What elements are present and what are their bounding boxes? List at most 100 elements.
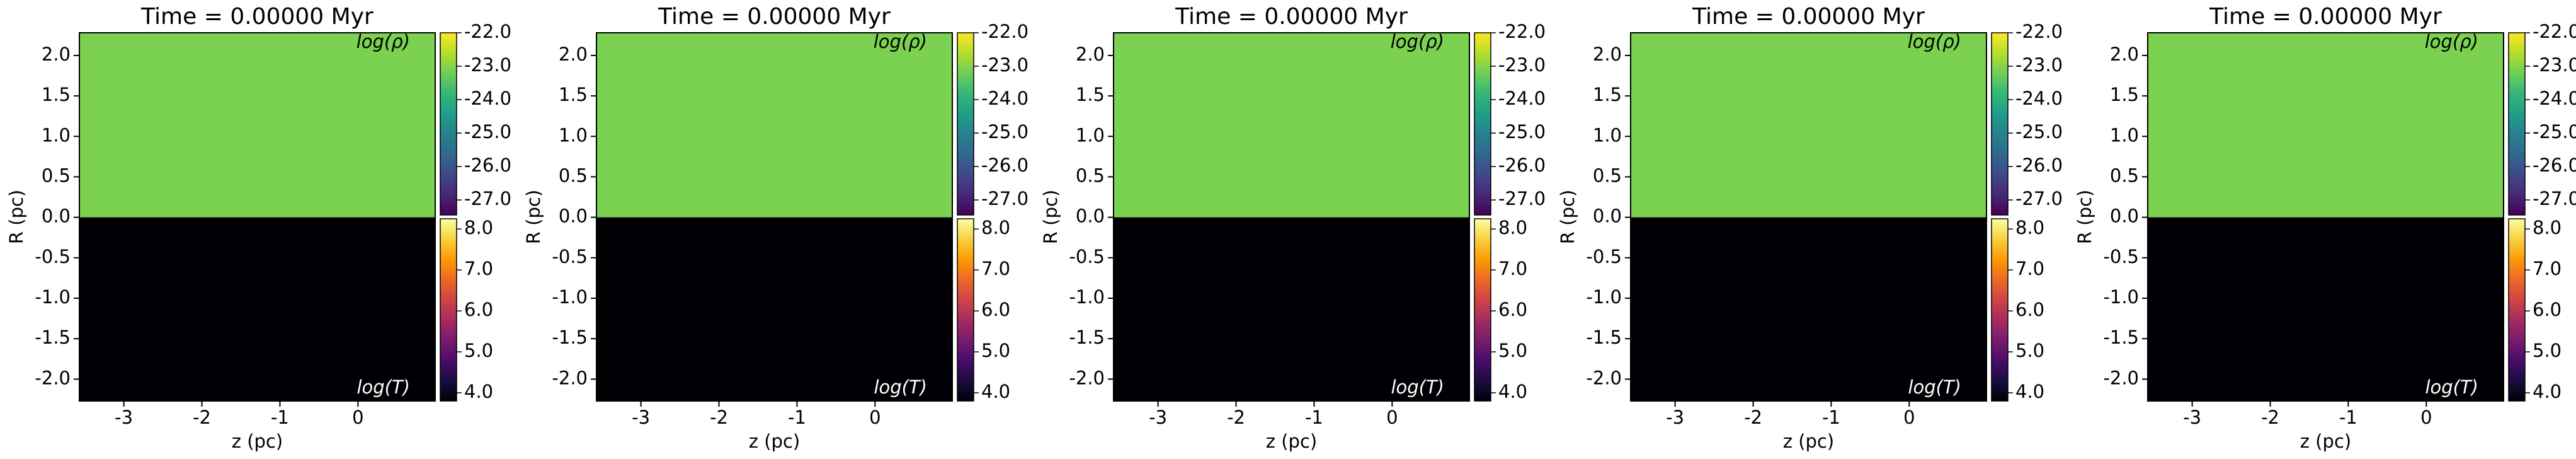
colorbar [1474,218,1491,402]
x-tick-label: -2 [1744,407,1762,428]
y-tick-label: 1.5 [2110,84,2139,105]
y-tick-label: 1.0 [1593,124,1622,146]
y-tick-label: -2.0 [1069,367,1105,388]
region-label: log(T) [874,376,927,398]
colorbar-tick-label: -22.0 [2015,21,2063,42]
region-label: log(ρ) [1391,31,1444,52]
y-tick-label: 1.0 [559,124,588,146]
colorbar-tick-label: 5.0 [464,340,493,361]
y-tick-label: 2.0 [42,44,71,65]
y-tick-label: -0.5 [552,246,588,267]
region-label: log(ρ) [874,31,927,52]
colorbar-tick-label: -26.0 [464,154,511,176]
colorbar-tick-label: 8.0 [2015,217,2044,238]
region-label: log(T) [2425,376,2478,398]
colorbar-tick-label: -27.0 [981,188,1029,209]
heatmap-region [1114,217,1469,401]
colorbar-tick-label: -23.0 [1498,54,1546,76]
colorbar-tick-label: -23.0 [2533,54,2576,76]
colorbar-tick-label: -24.0 [981,88,1029,109]
y-tick-label: 0.0 [2110,206,2139,227]
y-tick-label: 0.0 [1593,206,1622,227]
colorbar-tick-label: -23.0 [464,54,511,76]
colorbar-tick-label: -22.0 [981,21,1029,42]
x-tick-label: -2 [1227,407,1245,428]
colorbar-tick-label: -25.0 [1498,121,1546,142]
x-tick-label: -1 [2339,407,2357,428]
y-tick-label: 0.5 [42,165,71,186]
colorbar [2508,32,2526,216]
y-tick-label: 1.5 [1076,84,1105,105]
y-tick-label: 2.0 [559,44,588,65]
colorbar-tick-label: 4.0 [981,381,1010,402]
colorbar-tick-label: 7.0 [2533,258,2562,279]
colorbar-tick-label: -26.0 [2533,154,2576,176]
colorbar-tick-label: 5.0 [2533,340,2562,361]
colorbar-tick-label: 7.0 [464,258,493,279]
x-tick-label: -2 [710,407,728,428]
colorbar-tick-label: -25.0 [981,121,1029,142]
x-tick-label: -2 [193,407,211,428]
colorbar-tick-label: -23.0 [2015,54,2063,76]
x-tick-label: 0 [1386,407,1398,428]
colorbar-tick-label: -26.0 [2015,154,2063,176]
colorbar [957,32,974,216]
y-tick-label: -1.5 [1586,327,1622,348]
colorbar-tick-label: -24.0 [1498,88,1546,109]
heatmap-region [596,217,952,401]
y-tick-label: 0.0 [559,206,588,227]
colorbar-tick-label: -25.0 [464,121,511,142]
x-axis-label: z (pc) [1783,431,1834,452]
x-tick-label: 0 [869,407,881,428]
x-tick-label: -1 [271,407,289,428]
colorbar-tick-label: 5.0 [981,340,1010,361]
y-tick-label: 0.5 [1076,165,1105,186]
y-tick-label: -2.0 [35,367,71,388]
heatmap-region [1114,33,1469,218]
colorbar [440,32,457,216]
chart-title: Time = 0.00000 Myr [658,4,891,30]
y-tick-label: -0.5 [1586,246,1622,267]
region-label: log(ρ) [1908,31,1961,52]
colorbar-tick-label: 8.0 [1498,217,1527,238]
colorbar-tick-label: -25.0 [2015,121,2063,142]
heatmap-region [1631,217,1986,401]
colorbar [440,218,457,402]
x-tick-label: -3 [632,407,650,428]
y-axis-label: R (pc) [1040,190,1061,244]
heatmap-region [2148,33,2504,218]
colorbar-tick-label: 4.0 [2015,381,2044,402]
y-tick-label: -1.5 [2103,327,2139,348]
y-tick-label: -0.5 [1069,246,1105,267]
y-tick-label: 1.0 [42,124,71,146]
y-tick-label: 1.0 [1076,124,1105,146]
y-tick-label: 2.0 [2110,44,2139,65]
colorbar-tick-label: -26.0 [981,154,1029,176]
colorbar-tick-label: 7.0 [2015,258,2044,279]
heatmap-region [596,33,952,218]
y-tick-label: -1.0 [1069,286,1105,308]
x-tick-label: -2 [2261,407,2279,428]
y-tick-label: -0.5 [2103,246,2139,267]
x-tick-label: -3 [2183,407,2201,428]
colorbar-tick-label: -27.0 [2533,188,2576,209]
y-tick-label: 0.5 [559,165,588,186]
colorbar-tick-label: -22.0 [2533,21,2576,42]
colorbar [2508,218,2526,402]
y-tick-label: -1.0 [552,286,588,308]
chart-title: Time = 0.00000 Myr [1692,4,1925,30]
x-axis-label: z (pc) [1266,431,1317,452]
colorbar-tick-label: -25.0 [2533,121,2576,142]
x-tick-label: 0 [352,407,363,428]
colorbar-tick-label: 6.0 [2015,299,2044,320]
y-tick-label: -1.0 [1586,286,1622,308]
region-label: log(T) [1391,376,1444,398]
colorbar-tick-label: -24.0 [2015,88,2063,109]
colorbar-tick-label: 6.0 [2533,299,2562,320]
colorbar-tick-label: 8.0 [464,217,493,238]
x-tick-label: -1 [1822,407,1840,428]
y-tick-label: 1.5 [1593,84,1622,105]
y-tick-label: -1.5 [35,327,71,348]
colorbar-tick-label: -23.0 [981,54,1029,76]
